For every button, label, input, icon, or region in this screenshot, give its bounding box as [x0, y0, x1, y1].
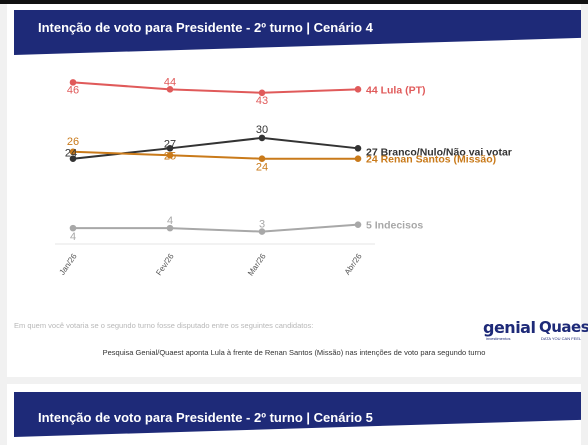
- chart-title-2: Intenção de voto para Presidente - 2º tu…: [38, 410, 373, 425]
- image-caption: Pesquisa Genial/Quaest aponta Lula à fre…: [102, 348, 486, 357]
- data-label: 4: [70, 231, 76, 243]
- series-end-label: 24 Renan Santos (Missão): [366, 154, 496, 166]
- genial-logo-subtitle: investimentos: [486, 336, 511, 341]
- x-tick-label: Fev/26: [154, 252, 176, 278]
- data-point: [258, 155, 266, 163]
- data-point: [354, 155, 362, 163]
- top-border: [0, 0, 588, 4]
- data-point: [166, 151, 174, 159]
- genial-logo: genial: [483, 318, 536, 337]
- data-label: 3: [259, 219, 265, 231]
- data-label: 46: [67, 84, 79, 96]
- x-tick-label: Mar/26: [246, 252, 268, 278]
- series-end-label: 44 Lula (PT): [366, 84, 426, 96]
- series-line: [72, 136, 359, 160]
- quaest-logo-subtitle: DATA YOU CAN FEEL: [541, 336, 582, 341]
- data-point: [166, 86, 174, 93]
- chart-title: Intenção de voto para Presidente - 2º tu…: [38, 20, 373, 35]
- data-label: 24: [65, 148, 77, 160]
- data-point: [69, 79, 77, 86]
- quaest-logo: Quaest: [539, 318, 588, 336]
- x-tick-label: Abr/26: [343, 252, 364, 277]
- data-point: [354, 221, 362, 228]
- data-label: 30: [256, 124, 268, 136]
- series-line: [72, 81, 359, 94]
- data-label: 24: [256, 162, 268, 174]
- data-point: [69, 224, 77, 232]
- data-label: 4: [167, 215, 173, 227]
- data-point: [258, 228, 266, 235]
- x-tick-label: Jan/26: [57, 252, 78, 277]
- data-label: 26: [67, 136, 79, 148]
- data-point: [258, 134, 266, 142]
- series-end-label: 27 Branco/Nulo/Não vai votar: [366, 146, 512, 158]
- data-point: [258, 89, 266, 97]
- data-label: 44: [164, 76, 176, 88]
- data-label: 27: [164, 138, 176, 150]
- data-label: 25: [164, 150, 176, 162]
- data-point: [69, 148, 77, 156]
- chart-card: [7, 4, 581, 377]
- data-point: [166, 145, 174, 152]
- survey-question: Em quem você votaria se o segundo turno …: [14, 321, 314, 330]
- data-point: [69, 155, 77, 163]
- data-point: [166, 224, 174, 232]
- data-label: 43: [256, 95, 268, 107]
- data-point: [354, 145, 362, 152]
- series-line: [72, 150, 358, 160]
- series-line: [73, 223, 359, 233]
- series-end-label: 5 Indecisos: [366, 220, 423, 232]
- data-point: [354, 86, 362, 93]
